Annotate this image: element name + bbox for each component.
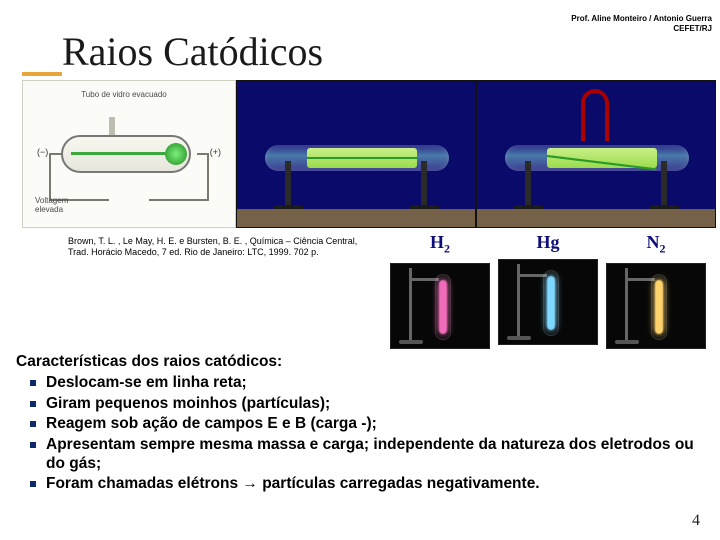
figure-citation: Brown, T. L. , Le May, H. E. e Bursten, …	[68, 236, 378, 259]
glow	[439, 280, 447, 334]
page-number: 4	[692, 512, 700, 530]
bullet-list: Deslocam-se em linha reta; Giram pequeno…	[16, 373, 704, 493]
glow	[655, 280, 663, 334]
body-heading: Características dos raios catódicos:	[16, 352, 704, 371]
gas-tube-image	[606, 263, 706, 349]
cathode-tube-diagram: Tubo de vidro evacuado (−) (+) Voltagem …	[22, 80, 236, 228]
gas-tube-row: H2 Hg N2	[390, 232, 706, 349]
gas-tube-label: H2	[390, 232, 490, 263]
list-item: Giram pequenos moinhos (partículas);	[16, 394, 704, 413]
diagram-label-top: Tubo de vidro evacuado	[79, 91, 169, 100]
gas-tube-n2: N2	[606, 232, 706, 349]
gas-tube-label: Hg	[498, 232, 598, 259]
list-item: Apresentam sempre mesma massa e carga; i…	[16, 435, 704, 474]
list-item: Foram chamadas elétrons → partículas car…	[16, 474, 704, 493]
list-item: Deslocam-se em linha reta;	[16, 373, 704, 392]
horseshoe-magnet-icon	[581, 89, 609, 141]
credit-line-1: Prof. Aline Monteiro / Antonio Guerra	[571, 14, 712, 24]
title-accent-bar	[22, 72, 62, 76]
diagram-sign-minus: (−)	[37, 147, 48, 157]
glow	[547, 276, 555, 330]
gas-tube-image	[498, 259, 598, 345]
gas-tube-hg: Hg	[498, 232, 598, 349]
diagram-label-bottom: Voltagem elevada	[35, 197, 95, 215]
gas-tube-h2: H2	[390, 232, 490, 349]
header-credit: Prof. Aline Monteiro / Antonio Guerra CE…	[571, 14, 712, 33]
diagram-sign-plus: (+)	[210, 147, 221, 157]
page-title: Raios Catódicos	[62, 28, 323, 75]
credit-line-2: CEFET/RJ	[571, 24, 712, 34]
figure-row: Tubo de vidro evacuado (−) (+) Voltagem …	[22, 80, 716, 228]
gas-tube-label: N2	[606, 232, 706, 263]
body-text: Características dos raios catódicos: Des…	[16, 352, 704, 495]
list-item: Reagem sob ação de campos E e B (carga -…	[16, 414, 704, 433]
cathode-photo-straight	[236, 80, 476, 228]
gas-tube-image	[390, 263, 490, 349]
cathode-photo-magnet	[476, 80, 716, 228]
